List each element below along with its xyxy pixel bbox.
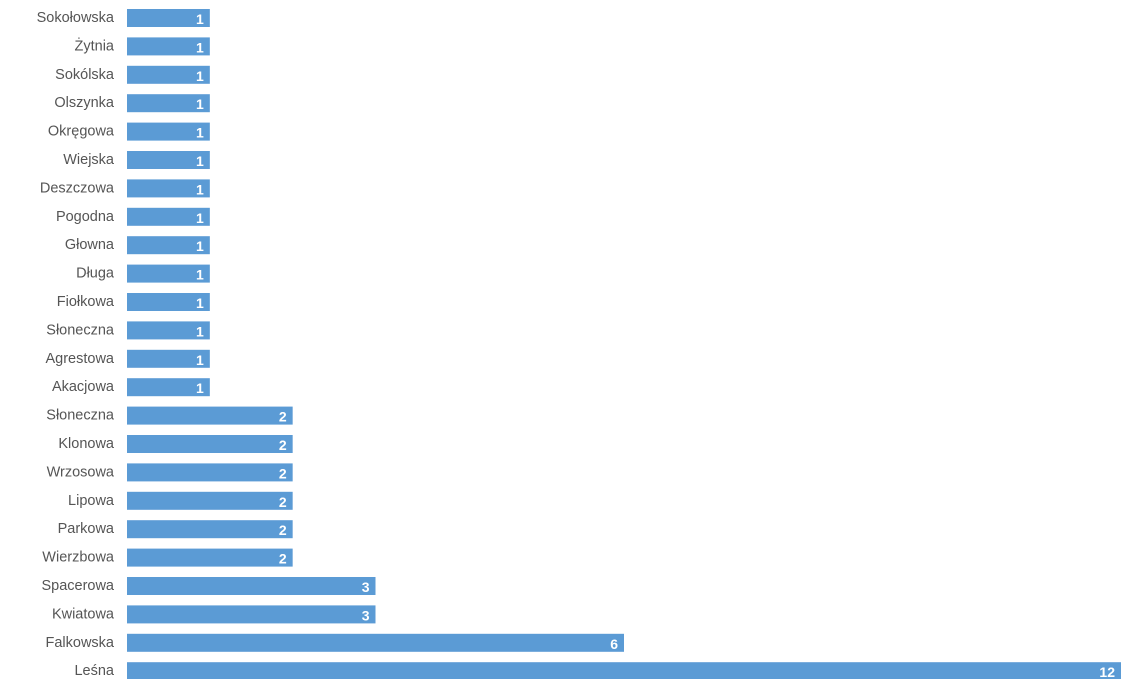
bar-value-label: 1 <box>196 96 204 112</box>
bar-value-label: 2 <box>279 437 287 453</box>
bar <box>127 463 293 482</box>
category-label: Fiołkowa <box>57 294 115 310</box>
bar-value-label: 2 <box>279 551 287 567</box>
bar <box>127 605 376 624</box>
bar <box>127 151 210 169</box>
category-label: Sokołowska <box>37 10 115 26</box>
bar-value-label: 2 <box>279 494 287 510</box>
bar-value-label: 1 <box>196 153 204 169</box>
category-labels: Sokołowska Żytnia Sokólska Olszynka Okręgowa… <box>37 10 115 679</box>
bar-value-label: 3 <box>362 579 370 595</box>
bar <box>127 406 293 425</box>
bar <box>127 9 210 27</box>
bar-value-label: 6 <box>610 636 618 652</box>
category-label: Parkowa <box>58 521 115 537</box>
bar <box>127 435 293 453</box>
category-label: Kwiatowa <box>52 606 115 622</box>
bar <box>127 577 376 595</box>
bar <box>127 236 210 255</box>
bar <box>127 633 624 652</box>
bar-value-label: 1 <box>196 181 204 197</box>
category-label: Falkowska <box>46 635 115 651</box>
bar-value-label: 1 <box>196 210 204 226</box>
category-label: Wrzosowa <box>47 464 115 480</box>
category-label: Akacjowa <box>52 379 115 395</box>
bar <box>127 321 210 340</box>
category-label: Długa <box>76 266 115 282</box>
bar <box>127 65 210 84</box>
category-label: Klonowa <box>58 436 115 452</box>
bar <box>127 520 293 539</box>
bar-value-label: 1 <box>196 11 204 27</box>
bar-value-label: 1 <box>196 352 204 368</box>
category-label: Leśna <box>74 663 114 679</box>
bar <box>127 662 1121 679</box>
bar-value-label: 1 <box>196 323 204 339</box>
bar <box>127 207 210 226</box>
bar <box>127 491 293 510</box>
bar <box>127 378 210 397</box>
bar <box>127 179 210 198</box>
bar-value-label: 1 <box>196 295 204 311</box>
category-label: Słoneczna <box>46 322 115 338</box>
bar <box>127 37 210 56</box>
bar <box>127 548 293 567</box>
category-label: Okręgowa <box>48 124 115 140</box>
bar-value-label: 2 <box>279 522 287 538</box>
bar-value-label: 2 <box>279 409 287 425</box>
bar <box>127 349 210 368</box>
category-label: Żytnia <box>75 36 115 54</box>
bar <box>127 122 210 141</box>
bar-value-label: 1 <box>196 267 204 283</box>
bar <box>127 94 210 113</box>
category-label: Deszczowa <box>40 180 115 196</box>
bar-value-label: 12 <box>1099 664 1115 679</box>
bar-value-label: 1 <box>196 238 204 254</box>
category-label: Głowna <box>65 237 115 253</box>
bar-value-label: 3 <box>362 607 370 623</box>
bar-value-label: 1 <box>196 39 204 55</box>
category-label: Pogodna <box>56 209 115 225</box>
category-label: Wierzbowa <box>42 550 115 566</box>
bar-value-label: 1 <box>196 380 204 396</box>
category-label: Wiejska <box>63 152 115 168</box>
bar <box>127 293 210 311</box>
bar <box>127 264 210 283</box>
category-label: Olszynka <box>54 95 115 111</box>
bar-value-label: 1 <box>196 68 204 84</box>
category-label: Agrestowa <box>45 351 114 367</box>
category-label: Lipowa <box>68 493 115 509</box>
category-label: Sokólska <box>55 67 115 83</box>
bars <box>127 9 1121 679</box>
category-label: Spacerowa <box>41 578 114 594</box>
bar-value-label: 2 <box>279 465 287 481</box>
bar-value-label: 1 <box>196 125 204 141</box>
category-label: Słoneczna <box>46 408 115 424</box>
